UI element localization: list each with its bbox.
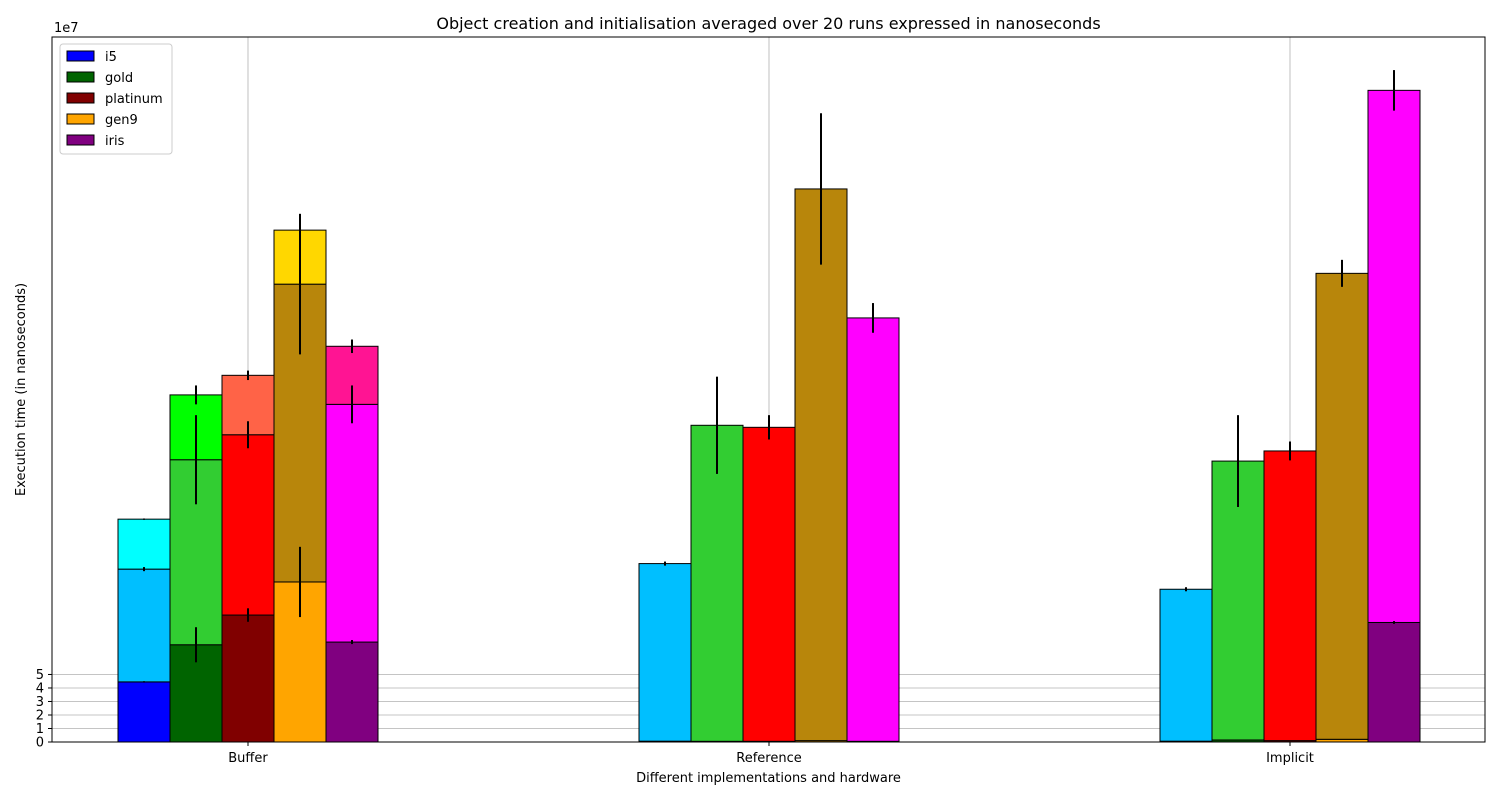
legend-label-gen9: gen9 (105, 113, 138, 128)
legend: i5 gold platinum gen9 iris (59, 43, 173, 155)
bar-buffer-platinum-segment-1 (221, 614, 275, 743)
bar-implicit-gold-segment-2 (1211, 460, 1265, 741)
legend-swatch-gen9 (66, 113, 95, 125)
bar-buffer-iris-segment-2 (325, 403, 379, 643)
y-tick-label: 0 (36, 736, 44, 751)
y-tick-label: 5 (36, 668, 44, 683)
error-bars-layer (143, 70, 1395, 683)
x-tick-label-reference: Reference (736, 751, 801, 766)
bar-implicit-gen9-segment-2 (1315, 272, 1369, 740)
y-tick-label: 4 (36, 681, 44, 696)
bar-buffer-platinum-segment-2 (221, 434, 275, 616)
bar-reference-i5-segment-2 (638, 563, 692, 742)
legend-label-iris: iris (105, 134, 125, 149)
bar-buffer-i5-segment-2 (117, 568, 171, 683)
x-tick-label-implicit: Implicit (1266, 751, 1314, 766)
legend-label-gold: gold (105, 71, 133, 86)
bar-reference-gold-segment-2 (690, 424, 744, 742)
bar-implicit-platinum-segment-2 (1263, 450, 1317, 742)
bar-implicit-iris-segment-2 (1367, 89, 1421, 623)
y-tick-label: 1 (36, 722, 44, 737)
legend-swatch-gold (66, 71, 95, 83)
x-tick-label-buffer: Buffer (228, 751, 268, 766)
bar-implicit-iris-segment-1 (1367, 621, 1421, 743)
legend-swatch-platinum (66, 92, 95, 104)
chart-title: Object creation and initialisation avera… (436, 14, 1100, 33)
bar-buffer-iris-segment-1 (325, 641, 379, 743)
y-axis-label: Execution time (in nanoseconds) (14, 283, 29, 496)
y-tick-label: 2 (36, 708, 44, 723)
bar-buffer-i5-segment-3 (117, 518, 171, 570)
y-scale-offset-label: 1e7 (54, 21, 79, 36)
legend-label-platinum: platinum (105, 92, 163, 107)
legend-swatch-iris (66, 134, 95, 146)
bar-buffer-i5-segment-1 (117, 681, 171, 743)
bar-reference-gen9-segment-2 (794, 188, 848, 742)
legend-label-i5: i5 (105, 50, 117, 65)
bar-implicit-i5-segment-2 (1159, 588, 1213, 742)
bar-reference-iris-segment-2 (846, 317, 900, 742)
x-axis-label: Different implementations and hardware (636, 771, 901, 786)
y-tick-label: 3 (36, 695, 44, 710)
legend-swatch-i5 (66, 50, 95, 62)
bar-reference-platinum-segment-2 (742, 426, 796, 742)
